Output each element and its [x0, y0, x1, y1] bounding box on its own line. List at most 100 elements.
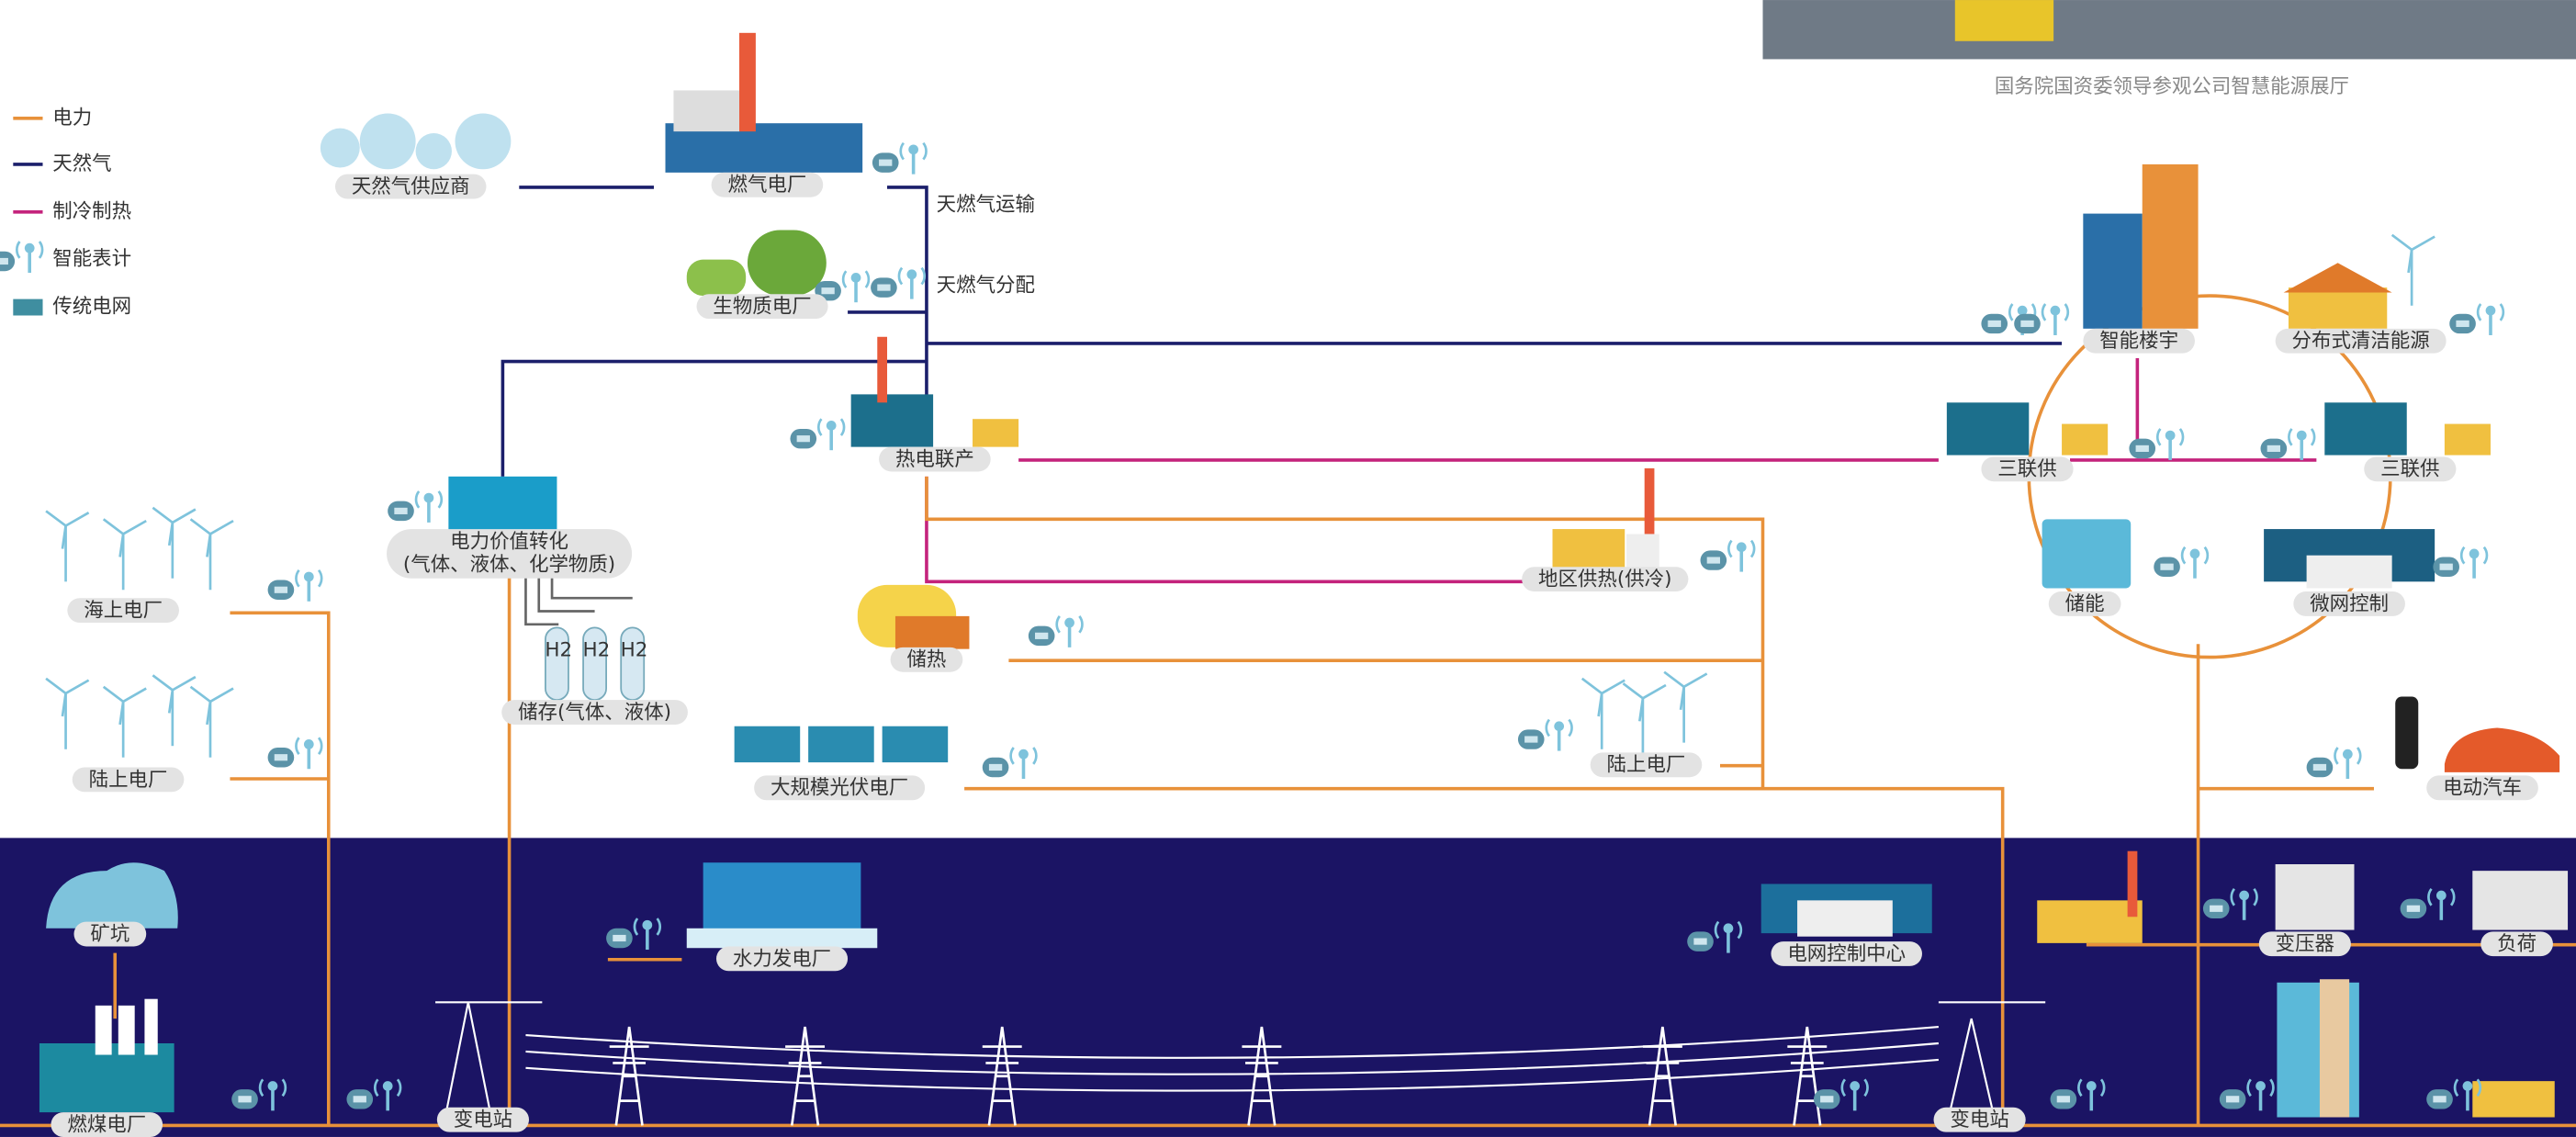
- decoration: [268, 737, 322, 769]
- h2-label: H2: [545, 638, 572, 661]
- node-label: 分布式清洁能源: [2292, 330, 2430, 353]
- decoration: [2284, 263, 2392, 292]
- node-label: 热电联产: [895, 448, 974, 471]
- decoration: [502, 187, 2062, 477]
- node-sublabel: (气体、液体、化学物质): [403, 553, 615, 576]
- decoration: [416, 133, 452, 169]
- decoration: [1623, 683, 1666, 754]
- node: 电力价值转化(气体、液体、化学物质): [387, 529, 632, 579]
- decoration: [13, 299, 42, 316]
- decoration: [883, 726, 949, 762]
- node-label: 储热: [906, 648, 946, 671]
- node: 变压器: [2259, 931, 2351, 956]
- decoration: [2154, 547, 2208, 579]
- decoration: [735, 726, 801, 762]
- decoration: [2083, 214, 2142, 329]
- node: 储存(气体、液体): [501, 700, 688, 725]
- photo-caption: 国务院国资委领导参观公司智慧能源展厅: [1995, 75, 2349, 98]
- decoration: [1947, 402, 2108, 455]
- node-label: 矿坑: [90, 923, 129, 946]
- decoration: [1701, 541, 1755, 572]
- decoration: [2449, 304, 2503, 335]
- decoration: [2037, 900, 2142, 943]
- node: 生物质电厂: [697, 294, 828, 319]
- node-label: 地区供热(供冷): [1538, 568, 1671, 591]
- decoration: [1664, 672, 1707, 743]
- h2-label: H2: [621, 638, 648, 661]
- decoration: [666, 33, 863, 173]
- node: 三联供: [1981, 456, 2073, 481]
- decoration: [104, 687, 147, 758]
- decoration: [2472, 871, 2568, 929]
- decoration: [2445, 728, 2559, 772]
- node: 分布式清洁能源: [2276, 329, 2447, 354]
- node-label: 生物质电厂: [713, 296, 811, 319]
- node-label: 海上电厂: [84, 600, 163, 623]
- decoration: [687, 929, 878, 948]
- node: 负荷: [2480, 931, 2553, 956]
- node: 变电站: [1934, 1108, 2026, 1132]
- node-label: 三联供: [2380, 458, 2439, 481]
- node-label: 储存(气体、液体): [518, 701, 671, 724]
- decoration: [0, 242, 42, 273]
- decoration: [1955, 0, 2053, 41]
- decoration: [790, 419, 844, 450]
- decoration: [152, 675, 196, 746]
- decoration: [1029, 616, 1083, 647]
- decoration: [1518, 720, 1572, 751]
- decoration: [118, 1006, 135, 1055]
- decoration: [456, 113, 512, 169]
- decoration: [191, 687, 234, 758]
- decoration: [687, 230, 827, 296]
- layout: [0, 0, 2576, 1137]
- decoration: [2324, 402, 2406, 455]
- node: 海上电厂: [67, 598, 179, 623]
- node-label: 陆上电厂: [89, 769, 168, 792]
- node: 大规模光伏电厂: [754, 775, 925, 800]
- node: 储能: [2049, 591, 2121, 616]
- decoration: [739, 33, 756, 131]
- decoration: [2143, 164, 2199, 329]
- decoration: [96, 1006, 112, 1055]
- decoration: [1553, 529, 1625, 568]
- decoration: [877, 337, 887, 403]
- decoration: [2433, 547, 2487, 579]
- node: 地区供热(供冷): [1522, 567, 1688, 591]
- node-label: 大规模光伏电厂: [771, 777, 908, 800]
- decoration: [2261, 429, 2315, 460]
- decoration: [2264, 529, 2435, 588]
- decoration: [2395, 697, 2418, 770]
- decoration: [2307, 748, 2361, 779]
- decoration: [104, 519, 147, 590]
- node: 陆上电厂: [1591, 752, 1703, 777]
- decoration: [2320, 979, 2349, 1117]
- node: 储热: [891, 647, 963, 672]
- node: 水力发电厂: [716, 946, 848, 971]
- decoration: [2307, 556, 2392, 589]
- decoration: [983, 748, 1037, 779]
- decoration: [321, 113, 512, 169]
- decoration: [1582, 679, 1625, 749]
- decoration: [895, 616, 970, 649]
- decoration: [152, 508, 196, 579]
- decoration: [687, 260, 746, 296]
- node: 天然气供应商: [335, 174, 487, 199]
- node: 三联供: [2364, 456, 2456, 481]
- node: 燃气电厂: [712, 173, 824, 197]
- edge-label: 天燃气运输: [937, 194, 1035, 217]
- decoration: [2128, 851, 2138, 917]
- decoration: [268, 570, 322, 602]
- decoration: [2083, 164, 2198, 329]
- node: 燃煤电厂: [51, 1112, 163, 1137]
- legend-label: 智能表计: [52, 248, 131, 271]
- decoration: [144, 999, 157, 1055]
- node: 微网控制: [2293, 591, 2405, 616]
- decoration: [735, 726, 949, 762]
- decoration: [2062, 424, 2108, 456]
- h2-label: H2: [582, 638, 610, 661]
- node-label: 陆上电厂: [1607, 754, 1686, 777]
- decoration: [2284, 263, 2392, 329]
- decoration: [388, 491, 442, 523]
- node: 智能楼宇: [2083, 329, 2195, 354]
- decoration: [673, 90, 739, 131]
